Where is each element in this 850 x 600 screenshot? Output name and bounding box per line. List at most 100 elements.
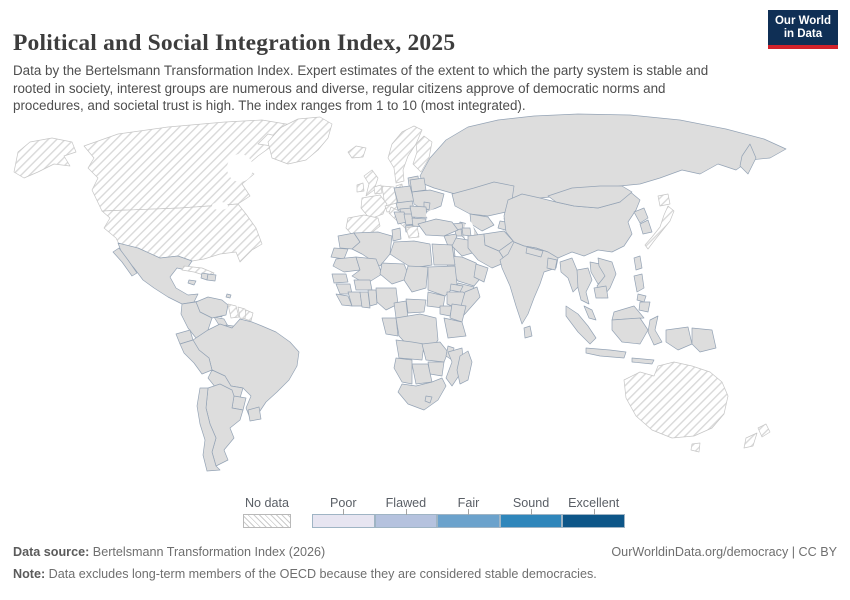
country-indonesia-borneo[interactable] xyxy=(611,317,649,345)
country-niger[interactable] xyxy=(379,262,411,285)
country-benelux[interactable] xyxy=(373,184,383,195)
country-cambodia[interactable] xyxy=(593,285,609,299)
country-nigeria[interactable] xyxy=(375,287,399,311)
country-sri-lanka[interactable] xyxy=(523,325,533,339)
country-jamaica[interactable] xyxy=(187,279,197,286)
country-indonesia-lesser-sunda[interactable] xyxy=(631,357,655,365)
country-canada[interactable] xyxy=(83,119,303,212)
country-namibia[interactable] xyxy=(393,357,413,385)
country-united-kingdom[interactable] xyxy=(363,169,379,197)
country-romania[interactable] xyxy=(409,205,428,219)
country-uruguay[interactable] xyxy=(247,406,262,422)
legend-bin-label-excellent: Excellent xyxy=(568,496,620,510)
country-egypt[interactable] xyxy=(431,243,456,266)
country-tunisia[interactable] xyxy=(391,227,402,242)
country-guyana[interactable] xyxy=(227,303,240,319)
country-indonesia-sumatra[interactable] xyxy=(565,305,597,345)
country-western-sahara[interactable] xyxy=(330,247,349,260)
country-lesotho[interactable] xyxy=(424,395,433,404)
country-senegal[interactable] xyxy=(331,273,349,284)
country-united-states[interactable] xyxy=(101,203,263,263)
legend-bin-fair[interactable] xyxy=(437,509,500,528)
country-greece[interactable] xyxy=(405,225,420,239)
country-finland[interactable] xyxy=(412,135,433,173)
country-paraguay[interactable] xyxy=(231,395,247,411)
country-mexico-baja[interactable] xyxy=(112,247,138,277)
country-cameroon[interactable] xyxy=(393,300,409,319)
country-japan-hokkaido[interactable] xyxy=(657,193,671,207)
country-mexico[interactable] xyxy=(117,242,199,305)
country-botswana[interactable] xyxy=(411,363,433,385)
country-french-guiana[interactable] xyxy=(244,309,254,322)
country-thailand[interactable] xyxy=(576,267,593,305)
country-myanmar[interactable] xyxy=(559,257,582,293)
country-mongolia[interactable] xyxy=(547,185,633,209)
country-kenya[interactable] xyxy=(449,303,467,323)
footer-source-label: Data source: xyxy=(13,545,90,559)
country-iberia[interactable] xyxy=(345,214,381,238)
country-india[interactable] xyxy=(499,241,559,325)
country-chile[interactable] xyxy=(196,387,221,472)
legend-bin-sound[interactable] xyxy=(499,509,563,528)
country-madagascar[interactable] xyxy=(456,350,473,385)
legend-tick xyxy=(468,509,470,515)
country-new-zealand-south[interactable] xyxy=(743,432,758,449)
hudson-bay xyxy=(227,154,253,182)
country-japan-honshu[interactable] xyxy=(644,205,675,250)
country-algeria[interactable] xyxy=(351,231,393,267)
country-bangladesh[interactable] xyxy=(546,257,558,271)
country-ghana[interactable] xyxy=(359,291,371,309)
country-belarus[interactable] xyxy=(409,177,427,193)
country-togo-benin[interactable] xyxy=(367,289,378,307)
country-dominican-republic[interactable] xyxy=(206,273,217,282)
country-oman-uae[interactable] xyxy=(473,263,489,283)
great-lakes xyxy=(212,202,228,210)
legend-bin-flawed[interactable] xyxy=(374,509,438,528)
country-philippines-visayas[interactable] xyxy=(636,293,647,303)
country-australia-tasmania[interactable] xyxy=(690,442,701,453)
country-indonesia-papua[interactable] xyxy=(665,326,693,351)
country-iceland[interactable] xyxy=(347,145,367,159)
country-philippines-luzon[interactable] xyxy=(633,273,645,293)
country-malaysia-borneo[interactable] xyxy=(611,305,645,321)
country-france[interactable] xyxy=(360,194,388,220)
country-united-states-alaska[interactable] xyxy=(13,137,77,179)
country-zambia[interactable] xyxy=(421,341,449,363)
country-russia-kamchatka[interactable] xyxy=(739,143,757,175)
owid-logo[interactable]: Our World in Data xyxy=(767,10,838,49)
country-papua-new-guinea[interactable] xyxy=(691,327,717,353)
country-south-africa[interactable] xyxy=(397,377,447,411)
country-australia[interactable] xyxy=(623,361,729,439)
country-indonesia-sulawesi[interactable] xyxy=(647,315,663,346)
legend-bin-excellent[interactable] xyxy=(562,509,625,528)
country-new-zealand-north[interactable] xyxy=(757,423,771,438)
legend-no-data-swatch[interactable] xyxy=(243,514,291,528)
country-nepal[interactable] xyxy=(525,246,544,258)
country-north-korea[interactable] xyxy=(633,207,649,224)
country-burkina-faso[interactable] xyxy=(353,279,373,291)
country-sudan[interactable] xyxy=(427,265,458,297)
legend-bin-poor[interactable] xyxy=(312,509,375,528)
country-trinidad-and-tobago[interactable] xyxy=(225,293,232,299)
country-ireland[interactable] xyxy=(356,182,365,193)
country-azerbaijan[interactable] xyxy=(461,227,472,237)
country-angola[interactable] xyxy=(395,339,425,361)
country-iraq[interactable] xyxy=(451,237,477,257)
footer-citation-link[interactable]: OurWorldinData.org/democracy | CC BY xyxy=(611,545,837,559)
country-malaysia-peninsula[interactable] xyxy=(583,305,597,321)
country-norway-sweden[interactable] xyxy=(387,125,423,184)
country-chad[interactable] xyxy=(403,265,429,293)
legend-bin-label-sound: Sound xyxy=(512,496,550,510)
country-central-african-republic[interactable] xyxy=(405,298,427,314)
country-taiwan[interactable] xyxy=(633,255,643,271)
country-tanzania[interactable] xyxy=(443,317,467,339)
country-greenland[interactable] xyxy=(267,116,333,165)
country-gabon-congo[interactable] xyxy=(381,317,399,337)
country-south-korea[interactable] xyxy=(639,219,653,235)
country-turkey[interactable] xyxy=(417,218,459,237)
country-indonesia-java[interactable] xyxy=(585,347,627,359)
legend-bin-label-flawed: Flawed xyxy=(385,496,427,510)
country-philippines-mindanao[interactable] xyxy=(638,301,651,313)
country-poland[interactable] xyxy=(393,185,415,204)
country-mauritania[interactable] xyxy=(332,256,361,273)
